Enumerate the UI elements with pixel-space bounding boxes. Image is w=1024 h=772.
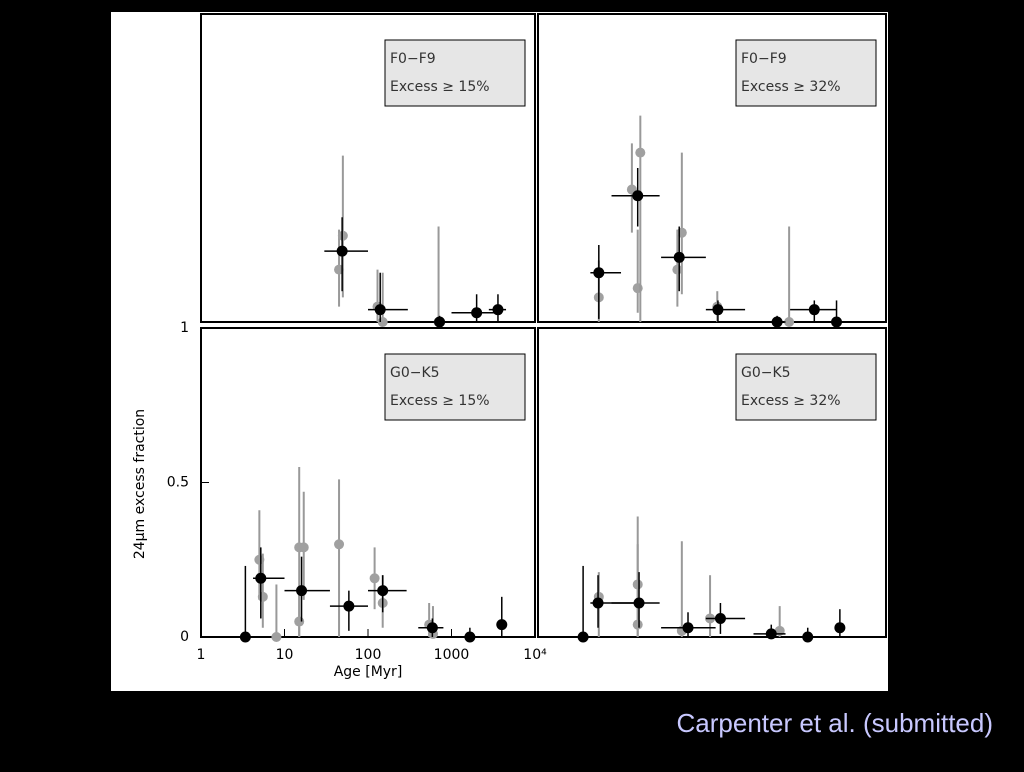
label-box-line: Excess ≥ 15% xyxy=(390,393,490,409)
label-box xyxy=(384,353,526,421)
panel: F0−F9 Excess ≥ 15% xyxy=(200,13,536,328)
data-point xyxy=(676,227,687,238)
x-tick-label: 1000 xyxy=(434,647,470,663)
data-point xyxy=(294,616,305,627)
data-point xyxy=(377,317,388,327)
data-point xyxy=(784,317,795,327)
data-point xyxy=(802,631,814,643)
data-point xyxy=(271,632,282,642)
label-box-line: Excess ≥ 15% xyxy=(390,79,490,95)
data-point xyxy=(632,619,643,630)
data-point xyxy=(471,307,483,319)
data-point xyxy=(712,304,724,316)
data-point xyxy=(834,622,846,634)
x-tick-label: 10⁴ xyxy=(523,647,547,663)
data-point xyxy=(426,622,438,634)
data-point xyxy=(464,631,476,643)
label-box-line: G0−K5 xyxy=(390,365,440,381)
data-point xyxy=(682,622,694,634)
data-point xyxy=(334,539,345,550)
panel: G0−K5 Excess ≥ 32% xyxy=(537,327,887,643)
data-point xyxy=(374,304,386,316)
data-point xyxy=(257,591,268,602)
label-box xyxy=(384,39,526,107)
data-point xyxy=(577,631,589,643)
data-point xyxy=(593,267,605,279)
panel-frame xyxy=(537,13,887,323)
x-axis-label: Age [Myr] xyxy=(334,664,403,680)
label-box-line: F0−F9 xyxy=(741,51,787,67)
label-box-line: Excess ≥ 32% xyxy=(741,393,841,409)
data-point xyxy=(239,631,251,643)
label-box xyxy=(735,353,877,421)
label-box-line: F0−F9 xyxy=(390,51,436,67)
panel: F0−F9 Excess ≥ 32% xyxy=(537,13,887,328)
panel: 1 10 100 1000 10⁴ 0 0.5 1 Age [Myr] 24μm excess f… xyxy=(132,320,547,680)
data-point xyxy=(771,316,783,328)
x-tick-label: 1 xyxy=(197,647,206,663)
x-tick-label: 10 xyxy=(276,647,294,663)
data-point xyxy=(255,572,267,584)
data-point xyxy=(808,304,820,316)
data-point xyxy=(336,245,348,257)
data-point xyxy=(296,585,308,597)
data-point xyxy=(298,542,309,553)
data-point xyxy=(377,585,389,597)
data-point xyxy=(635,147,646,158)
y-tick-label: 0.5 xyxy=(167,475,189,491)
data-point xyxy=(633,597,645,609)
panel-frame xyxy=(200,13,536,323)
data-point xyxy=(492,304,504,316)
figure-background xyxy=(111,12,888,691)
y-axis-label: 24μm excess fraction xyxy=(132,409,148,559)
label-box-line: G0−K5 xyxy=(741,365,791,381)
data-point xyxy=(369,573,380,584)
data-point xyxy=(714,612,726,624)
caption: Carpenter et al. (submitted) xyxy=(677,708,993,738)
data-point xyxy=(592,597,604,609)
x-tick-label: 100 xyxy=(355,647,382,663)
y-tick-label: 0 xyxy=(180,629,189,645)
label-box xyxy=(735,39,877,107)
label-box-line: Excess ≥ 32% xyxy=(741,79,841,95)
data-point xyxy=(434,316,446,328)
y-tick-label: 1 xyxy=(180,320,189,336)
panel-frame xyxy=(537,327,887,638)
data-point xyxy=(765,628,777,640)
data-point xyxy=(632,190,644,202)
data-point xyxy=(673,251,685,263)
data-point xyxy=(496,619,508,631)
data-point xyxy=(343,600,355,612)
data-point xyxy=(831,316,843,328)
